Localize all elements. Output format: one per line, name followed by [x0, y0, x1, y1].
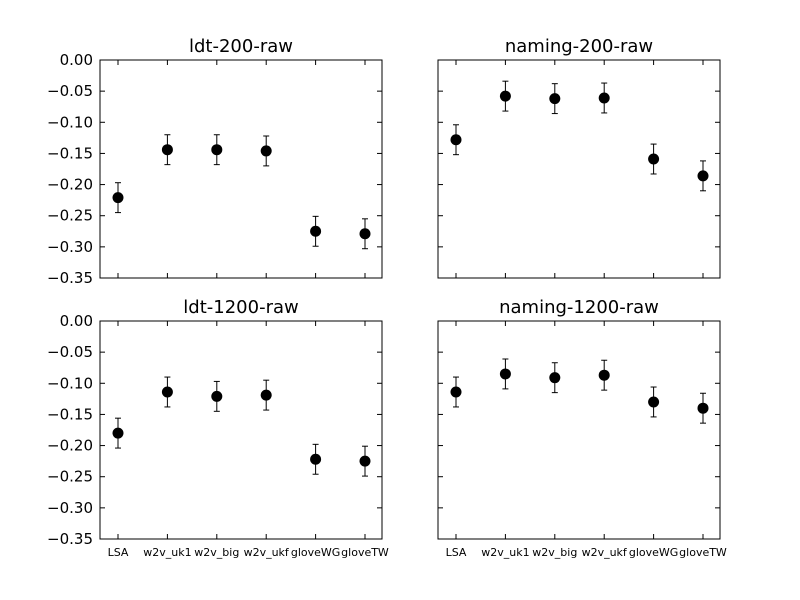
- data-point: [697, 170, 709, 182]
- y-tick-label: −0.10: [47, 374, 93, 392]
- x-tick-label: gloveWG: [291, 546, 340, 559]
- data-point: [260, 389, 272, 401]
- subplot-3: ldt-1200-raw 0.00 −0.05 −0.10 −0.15 −0.20 −0.2…: [47, 297, 389, 559]
- y-tick-label: −0.35: [47, 269, 93, 287]
- subplot-1: ldt-200-raw 0.00 −0.05 −0.10 −0.15 −0.20 −0.25…: [47, 36, 383, 287]
- subplot-title: ldt-1200-raw: [183, 297, 298, 318]
- y-tick-label: −0.25: [47, 207, 93, 225]
- data-point: [450, 386, 462, 398]
- data-point: [648, 396, 660, 408]
- data-point: [499, 368, 511, 380]
- data-point: [598, 92, 610, 104]
- data-point: [161, 144, 173, 156]
- x-tick-label: gloveTW: [341, 546, 389, 559]
- y-tick-label: 0.00: [60, 51, 93, 69]
- x-tick-label: w2v_big: [194, 546, 239, 559]
- axes-frame: [99, 320, 383, 540]
- y-tick-label: −0.15: [47, 144, 93, 162]
- x-tick-label: w2v_big: [532, 546, 577, 559]
- y-tick-label: −0.30: [47, 499, 93, 517]
- data-point: [499, 90, 511, 102]
- y-tick-label: −0.30: [47, 238, 93, 256]
- data-point: [648, 153, 660, 165]
- y-tick-label: −0.10: [47, 113, 93, 131]
- y-tick-label: −0.25: [47, 468, 93, 486]
- x-tick-label: LSA: [108, 546, 129, 559]
- data-point: [450, 134, 462, 146]
- y-tick-label: −0.05: [47, 82, 93, 100]
- data-point: [161, 386, 173, 398]
- axes-frame: [99, 59, 383, 279]
- data-point: [260, 145, 272, 157]
- data-point: [549, 93, 561, 105]
- y-tick-label: −0.35: [47, 530, 93, 548]
- x-tick-label: w2v_uk1: [143, 546, 191, 559]
- data-point: [310, 225, 322, 237]
- data-point: [112, 427, 124, 439]
- axes-frame: [437, 59, 721, 279]
- y-tick-label: −0.20: [47, 176, 93, 194]
- data-point: [598, 369, 610, 381]
- data-point: [359, 228, 371, 240]
- x-tick-label: LSA: [446, 546, 467, 559]
- y-tick-label: −0.20: [47, 437, 93, 455]
- subplot-title: naming-1200-raw: [499, 297, 659, 318]
- subplot-2: naming-200-raw: [437, 36, 721, 279]
- y-tick-label: 0.00: [60, 312, 93, 330]
- data-point: [549, 372, 561, 384]
- data-point: [211, 390, 223, 402]
- x-tick-label: gloveTW: [679, 546, 727, 559]
- x-tick-label: w2v_uk1: [481, 546, 529, 559]
- data-point: [697, 402, 709, 414]
- data-point: [211, 144, 223, 156]
- x-tick-label: w2v_ukf: [582, 546, 628, 559]
- subplot-title: naming-200-raw: [505, 36, 653, 57]
- axes-frame: [437, 320, 721, 540]
- y-tick-label: −0.05: [47, 343, 93, 361]
- data-point: [359, 455, 371, 467]
- x-tick-label: gloveWG: [629, 546, 678, 559]
- x-tick-label: w2v_ukf: [244, 546, 290, 559]
- y-tick-label: −0.15: [47, 405, 93, 423]
- data-point: [310, 453, 322, 465]
- data-point: [112, 192, 124, 204]
- subplot-title: ldt-200-raw: [189, 36, 293, 57]
